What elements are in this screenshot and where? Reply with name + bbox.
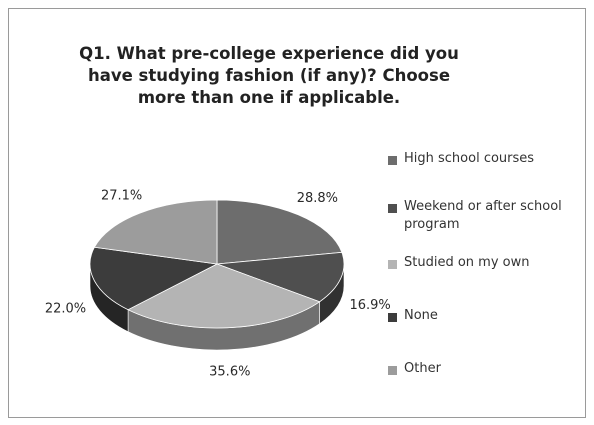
legend-label: Studied on my own — [404, 255, 530, 270]
data-label-1: 28.8% — [297, 191, 338, 206]
chart-title: Q1. What pre-college experience did you … — [79, 44, 459, 107]
legend-item-1: High school courses — [388, 150, 574, 168]
pie-data-labels: 28.8% 16.9% 35.6% 22.0% 27.1% — [45, 189, 391, 380]
data-label-2: 16.9% — [349, 298, 390, 313]
legend-swatch — [388, 156, 397, 165]
pie-slice-5 — [93, 199, 218, 265]
pie-slice-4 — [89, 246, 219, 311]
legend-label: None — [404, 308, 438, 323]
legend-swatch — [388, 260, 397, 269]
legend-swatch — [388, 313, 397, 322]
legend-swatch — [388, 366, 397, 375]
legend-swatch — [388, 204, 397, 213]
data-label-4: 22.0% — [45, 302, 86, 317]
legend-label: Weekend or after school program — [404, 199, 562, 232]
legend-item-5: Other — [388, 360, 574, 378]
pie-tops — [89, 199, 345, 329]
legend-label: High school courses — [404, 151, 535, 166]
data-label-5: 27.1% — [101, 189, 142, 204]
pie-slice-3 — [127, 263, 321, 329]
pie-slice-1 — [216, 199, 343, 265]
legend-item-4: None — [388, 307, 574, 325]
legend-item-2: Weekend or after school program — [388, 198, 574, 234]
legend-label: Other — [404, 361, 441, 376]
legend-item-3: Studied on my own — [388, 254, 574, 272]
data-label-3: 35.6% — [209, 365, 250, 380]
pie-slice-2 — [216, 251, 345, 303]
chart-frame: Q1. What pre-college experience did you … — [8, 8, 586, 418]
